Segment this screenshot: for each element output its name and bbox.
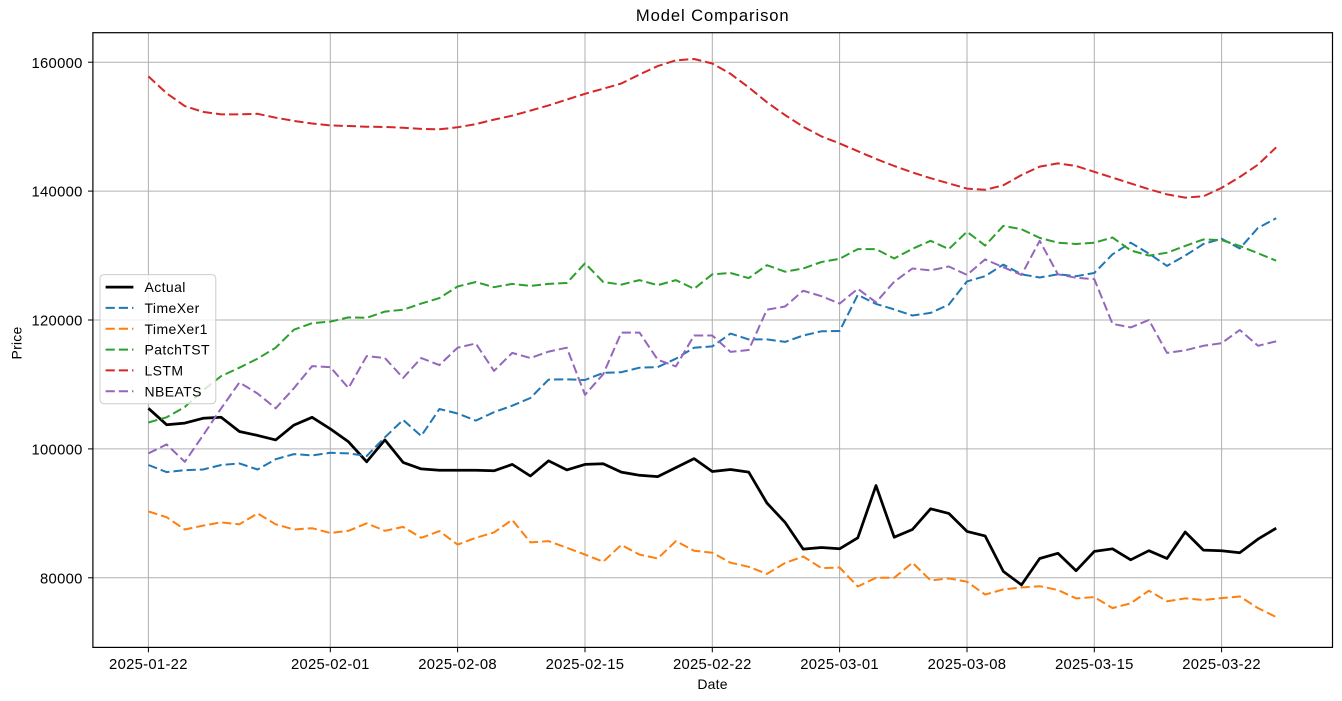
svg-text:TimeXer: TimeXer xyxy=(145,300,200,316)
svg-text:140000: 140000 xyxy=(32,185,83,201)
svg-text:2025-02-15: 2025-02-15 xyxy=(546,657,625,673)
svg-text:TimeXer1: TimeXer1 xyxy=(145,321,208,337)
svg-text:Model Comparison: Model Comparison xyxy=(636,6,790,25)
svg-text:2025-03-15: 2025-03-15 xyxy=(1055,657,1134,673)
svg-text:80000: 80000 xyxy=(40,571,83,587)
svg-text:2025-02-22: 2025-02-22 xyxy=(673,657,752,673)
svg-text:Actual: Actual xyxy=(145,279,186,295)
svg-text:100000: 100000 xyxy=(32,443,83,459)
svg-text:160000: 160000 xyxy=(32,56,83,72)
svg-text:120000: 120000 xyxy=(32,314,83,330)
svg-text:Date: Date xyxy=(697,676,727,692)
svg-text:2025-03-01: 2025-03-01 xyxy=(800,657,879,673)
svg-text:2025-01-22: 2025-01-22 xyxy=(109,657,188,673)
svg-text:2025-03-08: 2025-03-08 xyxy=(928,657,1007,673)
svg-text:LSTM: LSTM xyxy=(145,362,184,378)
svg-text:Price: Price xyxy=(9,327,25,360)
svg-text:2025-02-01: 2025-02-01 xyxy=(291,657,370,673)
svg-text:PatchTST: PatchTST xyxy=(145,342,210,358)
svg-text:2025-02-08: 2025-02-08 xyxy=(418,657,497,673)
svg-text:NBEATS: NBEATS xyxy=(145,383,202,399)
svg-text:2025-03-22: 2025-03-22 xyxy=(1182,657,1261,673)
